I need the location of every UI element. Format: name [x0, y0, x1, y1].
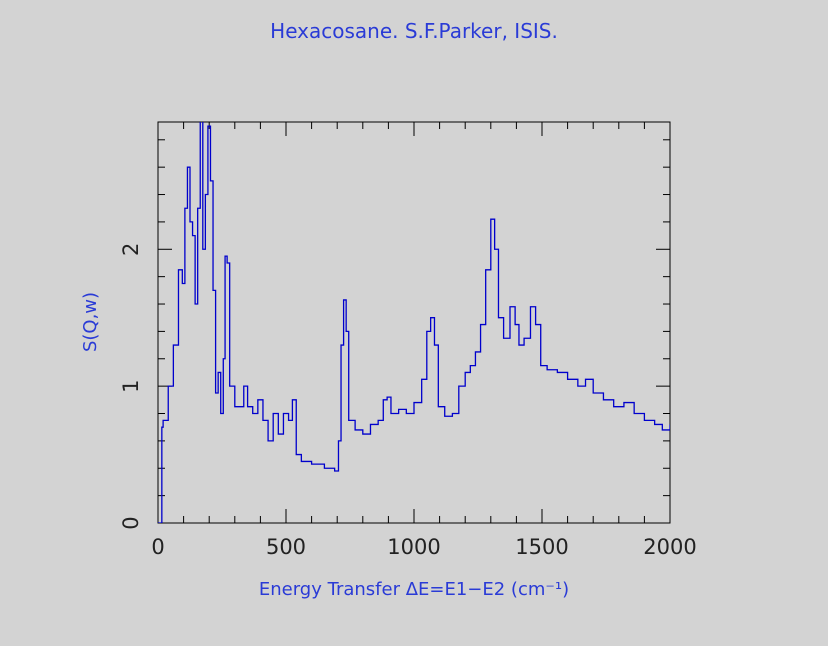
y-tick-label: 1: [119, 379, 143, 392]
x-tick-label: 0: [151, 535, 164, 559]
x-tick-label: 500: [266, 535, 306, 559]
chart-title: Hexacosane. S.F.Parker, ISIS.: [270, 19, 558, 43]
y-tick-label: 0: [119, 516, 143, 529]
x-tick-label: 1000: [387, 535, 440, 559]
x-axis-label: Energy Transfer ΔE=E1−E2 (cm⁻¹): [259, 579, 569, 600]
y-tick-label: 2: [119, 243, 143, 256]
y-axis-label: S(Q,w): [80, 292, 101, 352]
spectrum-line: [158, 122, 670, 523]
x-tick-label: 2000: [643, 535, 696, 559]
x-tick-label: 1500: [515, 535, 568, 559]
